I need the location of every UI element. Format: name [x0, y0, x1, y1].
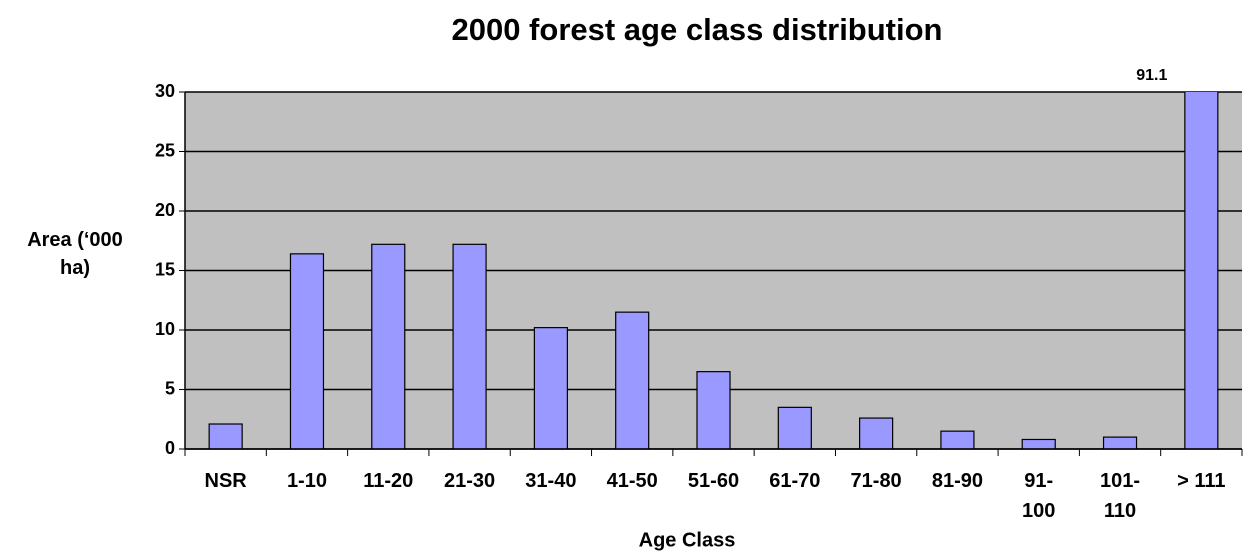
- x-tick-label: 71-80: [850, 470, 902, 492]
- bar: [777, 406, 812, 449]
- y-tick-label: 5: [165, 378, 175, 398]
- x-tick-label: 61-70: [769, 470, 821, 492]
- bar: [696, 371, 731, 449]
- x-tick-label: 101-110: [1100, 470, 1141, 522]
- y-tick-label: 15: [155, 259, 175, 279]
- x-tick-label: 31-40: [525, 470, 577, 492]
- x-tick-label: 1-10: [286, 470, 327, 492]
- y-axis-label: Area (‘000 ha): [27, 229, 123, 279]
- x-tick-label: 41-50: [606, 470, 658, 492]
- bar: [533, 327, 568, 449]
- bar: [859, 417, 894, 449]
- y-tick-label: 20: [155, 200, 175, 220]
- bar: [371, 243, 406, 449]
- bar: [1021, 438, 1056, 449]
- bar: [208, 423, 243, 449]
- y-tick-label: 0: [165, 438, 175, 458]
- bar: [452, 243, 487, 449]
- y-tick-label: 10: [155, 319, 175, 339]
- chart-title: 2000 forest age class distribution: [451, 12, 942, 47]
- x-axis-label: Age Class: [639, 529, 736, 551]
- bar: [289, 253, 325, 449]
- x-tick-label: 21-30: [443, 470, 496, 492]
- x-tick-label: NSR: [204, 470, 247, 492]
- x-tick-label: 51-60: [687, 470, 740, 492]
- bars: [208, 92, 1219, 449]
- x-tick-label: 91-100: [1022, 470, 1056, 522]
- data-label: 91.1: [1136, 67, 1167, 84]
- bar: [1102, 436, 1138, 449]
- x-tick-label: 11-20: [363, 470, 414, 492]
- y-tick-label: 25: [155, 140, 175, 160]
- bar: [1184, 92, 1219, 449]
- bar: [940, 430, 975, 449]
- x-tick-label: 81-90: [931, 470, 983, 492]
- bar: [615, 311, 650, 449]
- y-tick-label: 30: [155, 81, 175, 101]
- x-tick-label: > 111: [1177, 470, 1226, 492]
